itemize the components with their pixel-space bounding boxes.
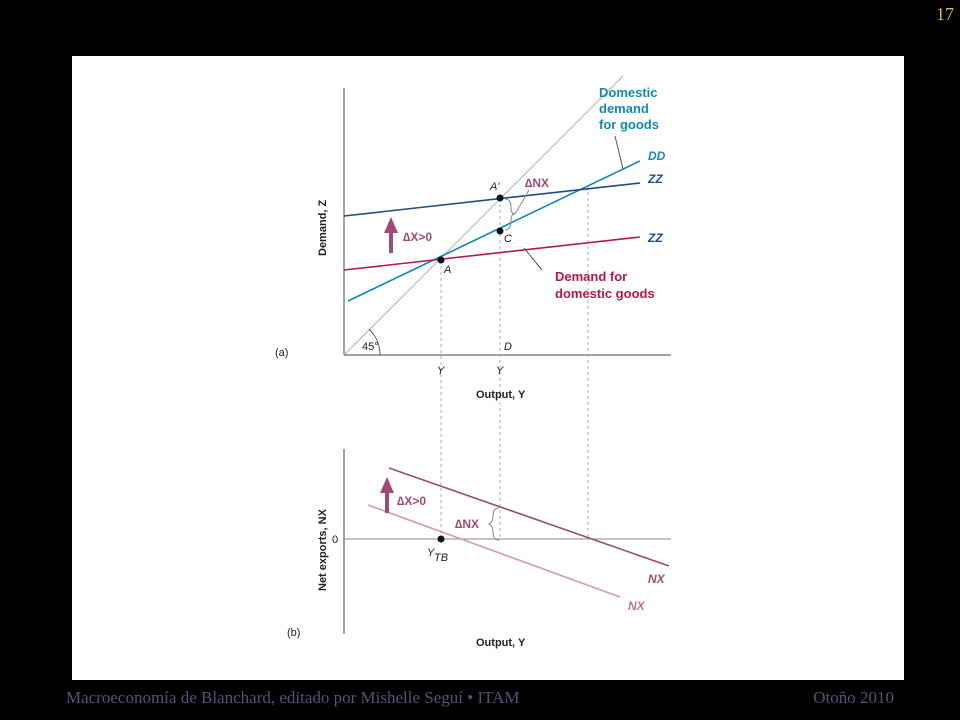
point-a-label: A [443,264,451,276]
panel-b-y-axis-label: Net exports, NX [317,508,329,591]
nx-new-line [388,467,670,567]
demand-domestic-label-2: domestic goods [555,286,655,301]
zz-old-line [343,236,641,271]
point-c-label: C [504,233,512,245]
dd-line [347,160,641,302]
panel-a-y-axis-label: Demand, Z [317,199,329,256]
demand-domestic-leader [523,247,543,271]
footer-right: Otoño 2010 [813,688,894,707]
slide-number: 17 [936,4,954,24]
panel-b-up-arrow-icon [380,477,394,513]
is-ld-diagram: 45° A A' C D Y Y Output, Y Demand, Z (a) [275,75,671,649]
zz-new-label: ZZ [647,172,663,186]
nx-old-label: NX [628,599,646,613]
point-c-dot [496,227,504,235]
ytb-dot [437,535,445,543]
domestic-demand-label-1: Domestic [599,85,658,100]
zz-new-line [343,182,641,217]
zz-old-label: ZZ [647,231,663,245]
demand-domestic-label-1: Demand for [555,269,627,284]
point-a-prime-dot [496,194,504,202]
tick-y-1: Y [437,365,445,377]
panel-b-x-axis-label: Output, Y [476,637,526,649]
panel-b-zero-label: 0 [332,534,338,546]
panel-b-delta-nx: ∆NX [455,517,479,531]
panel-b-label: (b) [287,627,300,639]
nx-old-line [367,504,621,598]
angle-label: 45° [362,341,379,353]
panel-b-delta-x: ∆X>0 [397,494,426,508]
point-a-dot [437,256,445,264]
panel-b: 0 Y TB ∆X>0 ∆NX NX NX Output, Y Net expo… [287,449,671,649]
panel-a-delta-nx-leader [514,189,530,215]
tick-y-2: Y [496,365,504,377]
forty-five-degree-line [343,75,624,356]
panel-b-delta-nx-brace [487,507,500,541]
panel-a-up-arrow-icon [384,217,398,253]
figure-panel: 45° A A' C D Y Y Output, Y Demand, Z (a) [72,56,904,680]
domestic-demand-label-3: for goods [599,117,659,132]
panel-a-delta-x: ∆X>0 [403,230,432,244]
dd-label: DD [648,149,666,163]
panel-a-label: (a) [275,347,288,359]
domestic-demand-label-2: demand [599,101,649,116]
domestic-demand-leader [614,135,624,170]
panel-a-delta-nx: ∆NX [525,176,549,190]
panel-a-x-axis-label: Output, Y [476,389,526,401]
ytb-y: Y [427,547,435,559]
panel-a: 45° A A' C D Y Y Output, Y Demand, Z (a) [275,75,671,539]
nx-new-label: NX [648,572,666,586]
ytb-sub: TB [434,552,448,564]
point-a-prime-label: A' [489,181,500,193]
point-d-label: D [504,341,512,353]
forty-five-degree-arc [368,328,381,356]
footer-left: Macroeconomía de Blanchard, editado por … [66,688,520,707]
